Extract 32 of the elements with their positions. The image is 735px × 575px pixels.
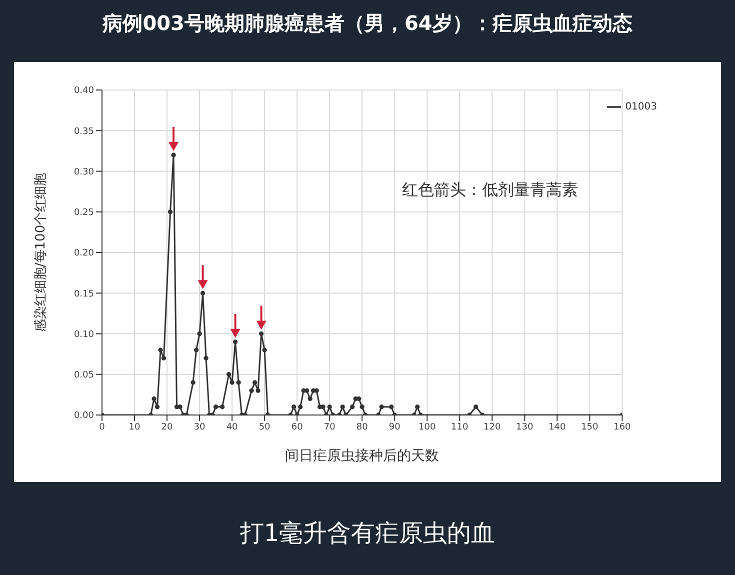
x-tick-label: 80 [356, 422, 368, 432]
x-tick-label: 130 [516, 422, 534, 432]
y-tick-label: 0.35 [74, 126, 94, 137]
x-tick-label: 0 [99, 422, 106, 432]
y-tick-label: 0.15 [74, 289, 94, 300]
y-tick-label: 0.00 [74, 411, 94, 422]
y-tick-label: 0.40 [74, 86, 94, 96]
x-tick-label: 150 [581, 422, 599, 432]
y-tick-label: 0.20 [74, 248, 94, 259]
x-tick-label: 10 [128, 422, 141, 432]
y-tick-label: 0.30 [74, 167, 94, 178]
x-tick-label: 110 [451, 422, 468, 432]
x-tick-label: 160 [614, 422, 632, 432]
annotation: 红色箭头：低剂量青蒿素 [402, 180, 578, 201]
x-tick-label: 20 [161, 422, 174, 432]
x-tick-label: 40 [226, 422, 238, 432]
y-tick-label: 0.10 [74, 330, 94, 340]
text: 打1毫升含有疟原虫的血 [238, 518, 496, 549]
x-axis-title: 间日疟原虫接种后的天数 [285, 448, 440, 464]
y-tick-label: 0.25 [74, 208, 94, 218]
x-tick-label: 70 [324, 422, 336, 432]
x-tick-label: 120 [484, 422, 501, 432]
x-tick-label: 140 [548, 422, 566, 432]
legend-label: 01003 [625, 102, 657, 113]
x-tick-label: 60 [291, 422, 304, 432]
chart-title: 病例003号晚期肺腺癌患者（男，64岁）：疟原虫血症动态 [101, 10, 634, 37]
y-axis-title: 感染红细胞/每100个红细胞 [34, 172, 49, 332]
x-tick-label: 50 [258, 422, 271, 432]
x-tick-label: 100 [418, 422, 436, 432]
x-tick-label: 30 [194, 422, 206, 432]
x-tick-label: 90 [388, 422, 401, 432]
y-tick-label: 0.05 [74, 370, 94, 381]
